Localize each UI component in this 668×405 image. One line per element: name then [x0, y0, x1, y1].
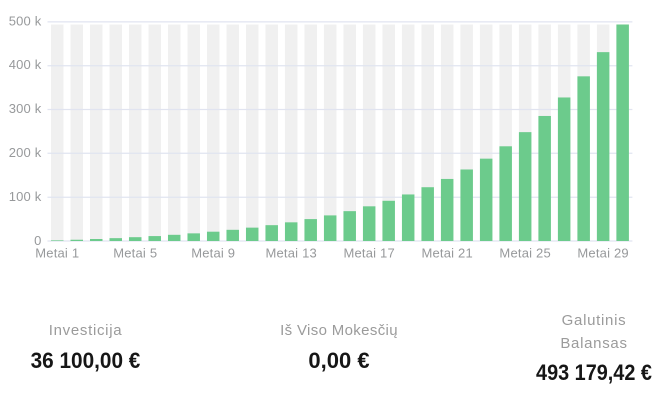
svg-text:500 k: 500 k — [9, 13, 42, 28]
svg-text:Metai 5: Metai 5 — [113, 245, 157, 260]
svg-text:Metai 29: Metai 29 — [577, 245, 628, 260]
svg-text:Metai 25: Metai 25 — [499, 245, 550, 260]
svg-text:Metai 1: Metai 1 — [35, 245, 79, 260]
svg-text:Metai 13: Metai 13 — [265, 245, 316, 260]
svg-text:0: 0 — [34, 233, 41, 248]
svg-text:100 k: 100 k — [9, 189, 42, 204]
svg-text:300 k: 300 k — [9, 101, 42, 116]
svg-text:Metai 17: Metai 17 — [343, 245, 394, 260]
svg-text:Metai 9: Metai 9 — [191, 245, 235, 260]
svg-text:200 k: 200 k — [9, 145, 42, 160]
svg-text:400 k: 400 k — [9, 57, 42, 72]
svg-text:Metai 21: Metai 21 — [421, 245, 472, 260]
